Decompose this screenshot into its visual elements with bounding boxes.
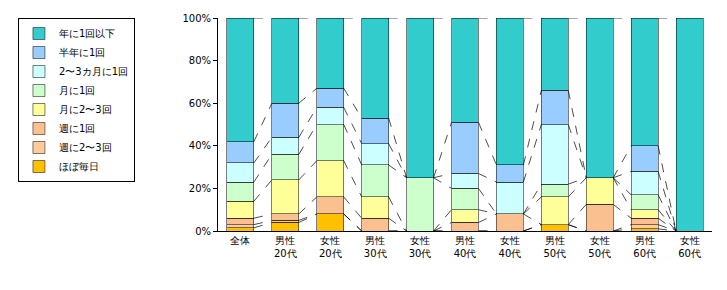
svg-text:女性30代: 女性30代 bbox=[409, 235, 432, 259]
svg-text:60%: 60% bbox=[189, 98, 211, 109]
svg-text:男性50代: 男性50代 bbox=[543, 235, 566, 259]
svg-text:80%: 80% bbox=[189, 55, 211, 66]
svg-text:女性40代: 女性40代 bbox=[499, 235, 522, 259]
svg-text:女性20代: 女性20代 bbox=[319, 235, 342, 259]
svg-text:40%: 40% bbox=[189, 140, 211, 151]
svg-text:女性50代: 女性50代 bbox=[588, 235, 611, 259]
svg-text:月に1回: 月に1回 bbox=[59, 85, 95, 96]
svg-text:男性60代: 男性60代 bbox=[633, 235, 656, 259]
svg-text:ほぼ毎日: ほぼ毎日 bbox=[59, 161, 99, 172]
svg-text:全体: 全体 bbox=[230, 235, 250, 246]
svg-text:20%: 20% bbox=[189, 183, 211, 194]
svg-text:月に2〜3回: 月に2〜3回 bbox=[59, 104, 112, 115]
svg-text:2〜3カ月に1回: 2〜3カ月に1回 bbox=[59, 66, 128, 77]
svg-text:0%: 0% bbox=[195, 226, 211, 237]
svg-text:男性20代: 男性20代 bbox=[274, 235, 297, 259]
svg-text:100%: 100% bbox=[182, 13, 211, 24]
svg-text:男性30代: 男性30代 bbox=[364, 235, 387, 259]
svg-text:女性60代: 女性60代 bbox=[678, 235, 701, 259]
svg-text:半年に1回: 半年に1回 bbox=[59, 47, 105, 58]
svg-text:年に1回以下: 年に1回以下 bbox=[59, 28, 115, 39]
svg-text:週に2〜3回: 週に2〜3回 bbox=[59, 142, 112, 153]
svg-text:男性40代: 男性40代 bbox=[454, 235, 477, 259]
svg-text:週に1回: 週に1回 bbox=[59, 123, 95, 134]
